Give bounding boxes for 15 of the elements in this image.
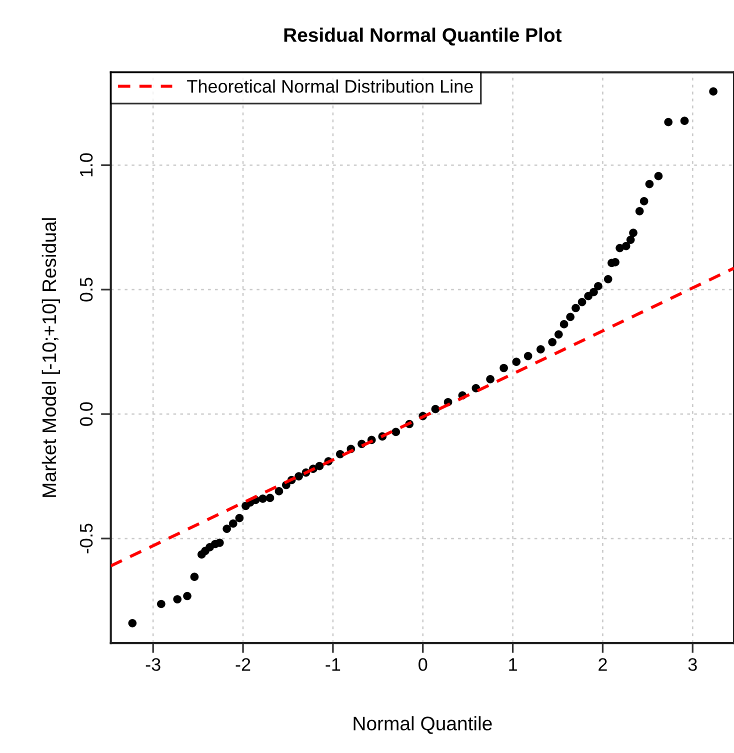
y-tick-label: 0.0 [80,402,93,426]
x-tick-label: 3 [688,658,697,671]
x-tick-label: -3 [146,658,160,671]
x-axis-title: Normal Quantile [354,716,492,734]
x-tick-label: -1 [326,658,340,671]
x-tick-label: 1 [509,658,517,671]
x-tick-label: 0 [418,658,428,671]
y-tick-label: 0.5 [80,278,93,302]
y-tick-label: -0.5 [80,524,93,554]
chart-title: Residual Normal Quantile Plot [284,28,562,46]
y-tick-label: 1.0 [80,153,93,176]
y-axis-title: Market Model [-10;+10] Residual [42,218,60,497]
x-tick-label: -2 [236,658,250,671]
legend-label: Theoretical Normal Distribution Line [187,80,473,93]
x-tick-label: 2 [598,658,607,671]
